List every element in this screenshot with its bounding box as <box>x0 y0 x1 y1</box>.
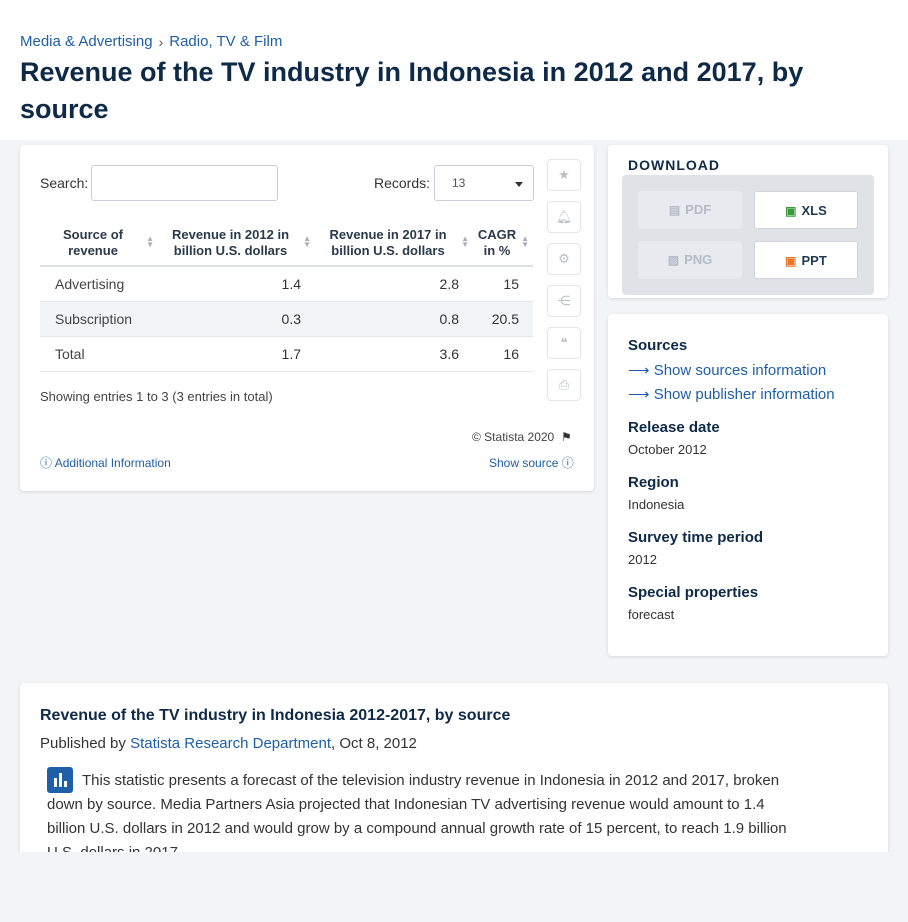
bell-icon: 🔔︎ <box>555 209 573 224</box>
table-cell: 20.5 <box>473 301 533 337</box>
table-cell: 1.4 <box>158 266 315 302</box>
sources-label: Sources <box>628 337 688 354</box>
bottom-band <box>0 852 908 922</box>
png-file-icon: ▨ <box>667 253 680 267</box>
release-date-value: October 2012 <box>628 442 707 457</box>
records-select[interactable]: 13 <box>434 165 534 201</box>
download-title: DOWNLOAD <box>628 157 720 173</box>
column-header-revenue-2012[interactable]: Revenue in 2012 in billion U.S. dollars ▲… <box>158 221 315 267</box>
release-date-label: Release date <box>628 419 720 436</box>
breadcrumb: Media & Advertising › Radio, TV & Film <box>20 33 282 50</box>
favorite-button[interactable]: ★ <box>547 159 581 191</box>
survey-period-value: 2012 <box>628 552 657 567</box>
table-row: Total 1.7 3.6 16 <box>40 336 533 372</box>
pdf-file-icon: ▤ <box>668 203 681 217</box>
published-by: Published by Statista Research Departmen… <box>40 735 417 752</box>
notify-button[interactable]: 🔔︎ <box>547 201 581 233</box>
show-publisher-link[interactable]: ⟶ Show publisher information <box>628 386 835 403</box>
download-png-button: ▨ PNG <box>638 241 742 279</box>
search-input[interactable] <box>91 165 278 201</box>
gear-icon: ⚙ <box>558 251 570 266</box>
description-title: Revenue of the TV industry in Indonesia … <box>40 707 511 724</box>
table-cell: 0.8 <box>315 301 473 337</box>
table-row: Advertising 1.4 2.8 15 <box>40 266 533 302</box>
show-sources-link[interactable]: ⟶ Show sources information <box>628 362 827 379</box>
sort-icon: ▲ ▼ <box>303 234 311 249</box>
arrow-right-icon: ⟶ <box>628 362 650 379</box>
xls-file-icon: ▣ <box>785 204 797 218</box>
publisher-link[interactable]: Statista Research Department <box>130 735 332 752</box>
copyright: © Statista 2020 <box>472 430 555 444</box>
download-card: DOWNLOAD ▤ PDF ▣ XLS ▨ PNG ▣ PPT <box>608 145 888 298</box>
additional-information-link[interactable]: ⓘ Additional Information <box>40 456 171 470</box>
download-options: ▤ PDF ▣ XLS ▨ PNG ▣ PPT <box>622 175 874 295</box>
table-cell: 1.7 <box>158 336 315 372</box>
cite-button[interactable]: ❝ <box>547 327 581 359</box>
statistic-table-card: Search: Records: 13 Source of revenue ▲ ▼ … <box>20 145 594 491</box>
settings-button[interactable]: ⚙ <box>547 243 581 275</box>
share-icon: ⋲ <box>557 293 571 308</box>
sort-icon: ▲ ▼ <box>461 234 469 249</box>
sort-icon: ▲ ▼ <box>521 234 529 249</box>
ppt-file-icon: ▣ <box>785 254 797 268</box>
table-cell: 2.8 <box>315 266 473 302</box>
records-value: 13 <box>452 176 466 190</box>
region-value: Indonesia <box>628 497 685 512</box>
column-header-cagr[interactable]: CAGR in % ▲ ▼ <box>473 221 533 267</box>
flag-icon[interactable]: ⚑ <box>561 430 572 444</box>
page-title: Revenue of the TV industry in Indonesia … <box>20 57 804 124</box>
bar-chart-icon <box>47 767 73 793</box>
records-label: Records: <box>374 175 431 191</box>
special-properties-value: forecast <box>628 607 675 622</box>
survey-period-label: Survey time period <box>628 529 764 546</box>
table-row: Subscription 0.3 0.8 20.5 <box>40 301 533 337</box>
star-icon: ★ <box>558 167 570 182</box>
breadcrumb-separator: › <box>158 33 164 50</box>
table-cell: Advertising <box>40 266 158 302</box>
info-icon: ⓘ <box>40 456 53 470</box>
breadcrumb-media-advertising[interactable]: Media & Advertising <box>20 33 153 50</box>
arrow-right-icon: ⟶ <box>628 386 650 403</box>
show-source-link[interactable]: Show source ⓘ <box>489 456 574 470</box>
table-cell: 16 <box>473 336 533 372</box>
special-properties-label: Special properties <box>628 584 759 601</box>
info-icon: ⓘ <box>561 456 574 470</box>
quote-icon: ❝ <box>560 335 568 350</box>
column-header-source[interactable]: Source of revenue ▲ ▼ <box>40 221 158 267</box>
search-label: Search: <box>40 175 89 191</box>
share-button[interactable]: ⋲ <box>547 285 581 317</box>
region-label: Region <box>628 474 679 491</box>
download-pdf-button: ▤ PDF <box>638 191 742 229</box>
data-table: Source of revenue ▲ ▼ Revenue in 2012 in b… <box>40 221 533 372</box>
download-ppt-button[interactable]: ▣ PPT <box>754 241 858 279</box>
table-cell: 0.3 <box>158 301 315 337</box>
print-button[interactable]: ⎙ <box>547 369 581 401</box>
table-cell: 3.6 <box>315 336 473 372</box>
entries-info: Showing entries 1 to 3 (3 entries in tot… <box>40 389 273 404</box>
table-cell: 15 <box>473 266 533 302</box>
table-cell: Total <box>40 336 158 372</box>
download-xls-button[interactable]: ▣ XLS <box>754 191 858 229</box>
column-header-revenue-2017[interactable]: Revenue in 2017 in billion U.S. dollars ▲… <box>315 221 473 267</box>
table-cell: Subscription <box>40 301 158 337</box>
sort-icon: ▲ ▼ <box>146 234 154 249</box>
chevron-down-icon <box>515 182 523 187</box>
breadcrumb-radio-tv-film[interactable]: Radio, TV & Film <box>169 33 283 50</box>
header-area: Media & Advertising › Radio, TV & Film R… <box>0 0 908 140</box>
description-text: This statistic presents a forecast of th… <box>47 772 787 861</box>
statistic-info-card: Sources ⟶ Show sources information ⟶ Sho… <box>608 314 888 656</box>
print-icon: ⎙ <box>558 377 570 392</box>
